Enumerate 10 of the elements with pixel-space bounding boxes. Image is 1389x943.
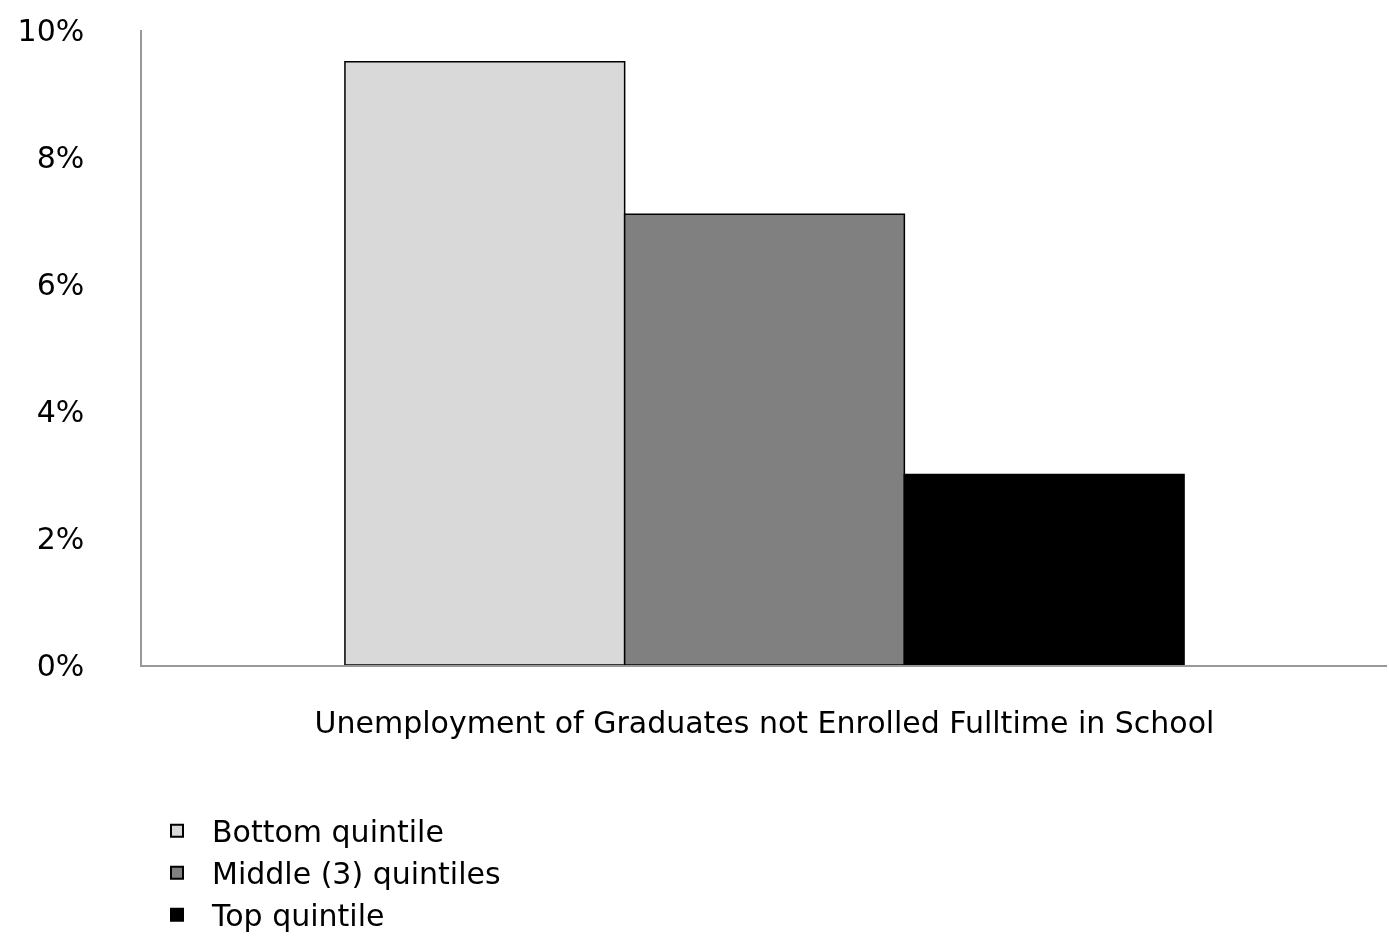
legend-label: Bottom quintile — [212, 814, 444, 850]
y-tick-label: 4% — [36, 393, 85, 429]
legend-label: Middle (3) quintiles — [212, 856, 501, 892]
y-tick-label: 6% — [36, 266, 85, 302]
y-tick-label: 10% — [17, 12, 85, 48]
y-tick-label: 8% — [36, 139, 85, 175]
y-tick-label: 0% — [36, 647, 85, 683]
y-tick-label: 2% — [36, 520, 85, 556]
legend-label: Top quintile — [211, 898, 385, 934]
x-tick-label: Unemployment of Graduates not Enrolled Fulltime in School — [314, 704, 1215, 740]
